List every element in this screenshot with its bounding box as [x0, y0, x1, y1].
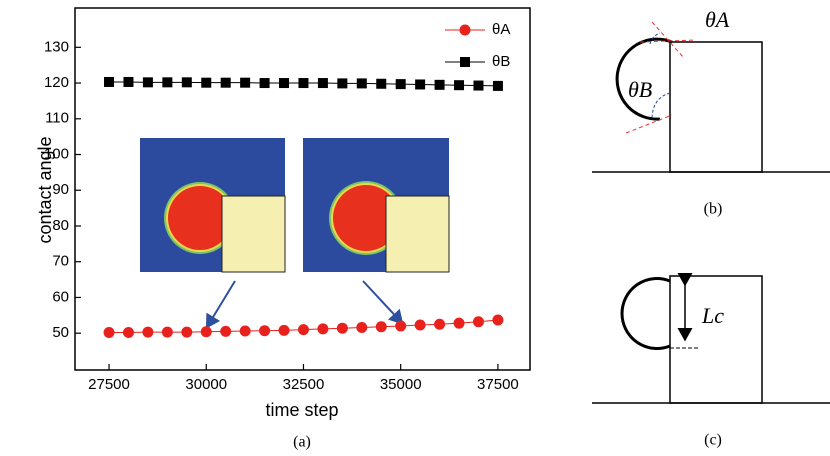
figure: contact angle time step (a) θA θB (b) Lc… [0, 0, 830, 456]
marker [395, 321, 406, 332]
y-tick-label: 110 [45, 110, 69, 127]
marker [376, 321, 387, 332]
diagram-c [592, 276, 830, 403]
marker [123, 327, 134, 338]
marker [221, 78, 231, 88]
legend-marker [460, 25, 471, 36]
y-tick-label: 120 [44, 74, 69, 91]
marker [318, 78, 328, 88]
marker [142, 327, 153, 338]
y-tick-label: 90 [52, 181, 69, 198]
y-tick-label: 70 [52, 253, 69, 270]
marker [123, 77, 133, 87]
marker [259, 325, 270, 336]
marker [104, 327, 115, 338]
marker [162, 327, 173, 338]
marker [454, 80, 464, 90]
marker [357, 78, 367, 88]
x-axis-label: time step [265, 400, 338, 420]
y-tick-label: 100 [44, 145, 69, 162]
legend-marker [460, 57, 470, 67]
theta-a-label: θA [705, 7, 730, 32]
marker [240, 326, 251, 337]
y-tick-label: 50 [52, 324, 69, 341]
marker [492, 314, 503, 325]
caption: (a) [293, 434, 311, 451]
marker [162, 77, 172, 87]
marker [317, 323, 328, 334]
marker [240, 78, 250, 88]
marker [435, 80, 445, 90]
caption: (c) [704, 432, 722, 449]
marker [434, 319, 445, 330]
legend-label: θA [492, 21, 510, 38]
arrow [363, 281, 402, 323]
marker [104, 77, 114, 87]
marker [201, 78, 211, 88]
x-tick-label: 27500 [88, 376, 130, 393]
marker [182, 77, 192, 87]
marker [376, 79, 386, 89]
marker [279, 325, 290, 336]
caption: (b) [704, 201, 723, 218]
marker [260, 78, 270, 88]
marker [220, 326, 231, 337]
marker [473, 81, 483, 91]
theta-b-label: θB [628, 77, 652, 102]
x-tick-label: 30000 [185, 376, 227, 393]
x-tick-label: 37500 [477, 376, 519, 393]
y-tick-label: 60 [52, 288, 69, 305]
marker [279, 78, 289, 88]
marker [415, 79, 425, 89]
marker [298, 78, 308, 88]
arrow [207, 281, 235, 327]
inset-right [303, 138, 449, 272]
marker [473, 316, 484, 327]
marker [493, 81, 503, 91]
marker [396, 79, 406, 89]
marker [454, 318, 465, 329]
x-tick-label: 35000 [380, 376, 422, 393]
marker [337, 323, 348, 334]
marker [356, 322, 367, 333]
marker [143, 77, 153, 87]
legend-label: θB [492, 53, 510, 70]
marker [415, 319, 426, 330]
x-tick-label: 32500 [283, 376, 325, 393]
marker [181, 327, 192, 338]
length-label: Lc [701, 303, 724, 328]
marker [201, 326, 212, 337]
y-tick-label: 130 [44, 38, 69, 55]
marker [298, 324, 309, 335]
marker [337, 78, 347, 88]
inset-left [140, 138, 285, 272]
y-tick-label: 80 [52, 217, 69, 234]
